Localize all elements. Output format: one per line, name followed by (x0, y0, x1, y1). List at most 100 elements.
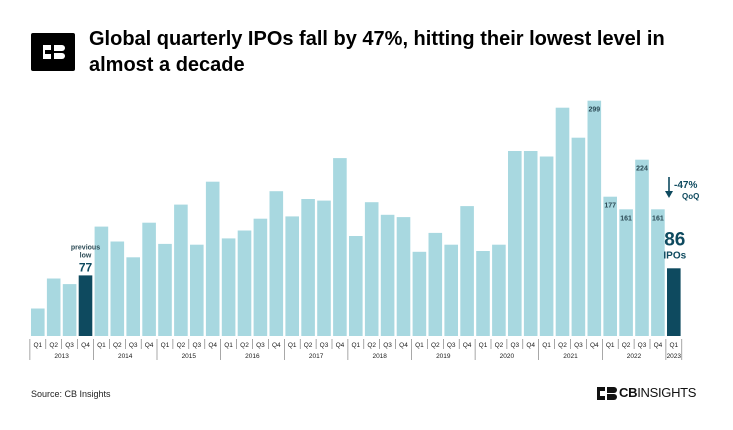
data-label-35: 299 (588, 107, 600, 114)
tick-label-quarter-37: Q2 (622, 342, 631, 349)
tick-label-quarter-20: Q1 (351, 342, 360, 349)
tick-label-year-2018: 2018 (372, 353, 387, 360)
bar-q4-15 (269, 191, 284, 336)
tick-label-quarter-19: Q4 (336, 342, 345, 349)
bar-q2-1 (46, 278, 61, 336)
tick-label-quarter-21: Q2 (367, 342, 376, 349)
annotation-change-basis: QoQ (682, 192, 699, 201)
bar-q1-24 (412, 251, 427, 336)
bar-q4-19 (333, 158, 347, 336)
tick-label-quarter-34: Q3 (574, 342, 583, 349)
tick-label-quarter-5: Q2 (113, 342, 122, 349)
bar-q4-3 (78, 275, 93, 336)
bar-q2-33 (555, 107, 570, 336)
bar-q4-7 (142, 222, 156, 336)
tick-label-quarter-8: Q1 (161, 342, 170, 349)
bar-q2-17 (301, 199, 315, 336)
bars-group (31, 100, 681, 336)
tick-label-quarter-26: Q3 (447, 342, 456, 349)
tick-label-quarter-22: Q3 (383, 342, 392, 349)
bar-q3-30 (508, 151, 522, 336)
cb-insights-logo-icon (31, 33, 75, 71)
tick-label-quarter-12: Q1 (224, 342, 233, 349)
source-note: Source: CB Insights (31, 389, 111, 399)
tick-label-quarter-7: Q4 (145, 342, 154, 349)
bar-q1-0 (31, 308, 45, 336)
tick-label-quarter-1: Q2 (49, 342, 58, 349)
bar-q2-13 (237, 230, 252, 336)
bar-q1-8 (158, 243, 172, 336)
tick-label-quarter-40: Q1 (669, 342, 678, 349)
annotation-current-value: 86 (664, 229, 685, 250)
bar-q3-18 (317, 200, 331, 336)
tick-label-quarter-16: Q1 (288, 342, 297, 349)
bar-q3-26 (444, 244, 458, 336)
tick-label-quarter-23: Q4 (399, 342, 408, 349)
tick-label-quarter-39: Q4 (654, 342, 663, 349)
bar-q2-5 (110, 241, 125, 336)
tick-label-year-2014: 2014 (118, 353, 133, 360)
tick-label-year-2013: 2013 (54, 353, 69, 360)
tick-label-quarter-3: Q4 (81, 342, 90, 349)
bar-q4-11 (205, 181, 220, 336)
bar-q3-14 (253, 218, 268, 336)
bar-q3-34 (571, 137, 586, 336)
tick-label-quarter-6: Q3 (129, 342, 138, 349)
tick-label-quarter-36: Q1 (606, 342, 615, 349)
tick-label-quarter-14: Q3 (256, 342, 265, 349)
bar-q4-35 (587, 100, 602, 336)
tick-label-year-2016: 2016 (245, 353, 260, 360)
annotation-change-pct: -47% (674, 180, 697, 191)
brand-wordmark: CBINSIGHTS (619, 385, 697, 400)
bar-q2-25 (428, 232, 443, 336)
bar-q2-21 (364, 202, 379, 336)
tick-label-quarter-13: Q2 (240, 342, 249, 349)
tick-label-quarter-9: Q2 (177, 342, 186, 349)
bar-q3-2 (62, 284, 77, 336)
bar-q1-36 (603, 196, 617, 336)
annotation-previous-low-value: 77 (79, 260, 93, 274)
bar-q1-12 (221, 238, 236, 336)
data-label-38: 224 (636, 166, 648, 173)
cb-insights-mark-icon (597, 386, 617, 400)
bar-q4-27 (460, 206, 474, 336)
tick-label-year-2023: 2023 (667, 353, 682, 360)
bar-q1-28 (476, 251, 490, 336)
tick-label-quarter-2: Q3 (65, 342, 74, 349)
tick-label-quarter-28: Q1 (479, 342, 488, 349)
tick-label-year-2020: 2020 (500, 353, 515, 360)
data-labels-group: 299 177 161 224 161 (588, 107, 663, 223)
annotation-current-unit: IPOs (663, 250, 686, 261)
bar-q3-10 (190, 244, 204, 336)
tick-label-quarter-31: Q4 (526, 342, 535, 349)
bar-q2-29 (492, 244, 506, 336)
tick-label-quarter-33: Q2 (558, 342, 567, 349)
x-axis-group: Q1 Q2 Q3 Q4 Q1 Q2 Q3 Q4 Q1 Q2 Q3 Q4 Q1 Q2 Q3 Q4 Q1 Q2 Q3 Q4… (29, 339, 683, 360)
bar-q4-39 (651, 209, 665, 336)
data-label-39: 161 (652, 215, 664, 222)
tick-label-year-2015: 2015 (182, 353, 197, 360)
bar-q4-23 (396, 217, 411, 336)
cb-insights-brand: CBINSIGHTS (597, 385, 696, 401)
data-label-36: 177 (604, 203, 616, 210)
bar-q1-4 (94, 226, 109, 336)
tick-label-quarter-17: Q2 (304, 342, 313, 349)
bar-q3-38 (635, 159, 649, 336)
bar-q1-40 (667, 268, 681, 336)
bar-q4-31 (523, 151, 538, 336)
down-arrow-head-icon (665, 191, 673, 198)
data-label-37: 161 (620, 215, 632, 222)
tick-label-quarter-4: Q1 (97, 342, 106, 349)
chart-title: Global quarterly IPOs fall by 47%, hitti… (89, 28, 665, 76)
tick-label-year-2021: 2021 (563, 353, 578, 360)
tick-label-quarter-30: Q3 (510, 342, 519, 349)
tick-label-year-2019: 2019 (436, 353, 451, 360)
tick-label-quarter-10: Q3 (192, 342, 201, 349)
tick-label-quarter-18: Q3 (320, 342, 329, 349)
tick-label-quarter-0: Q1 (33, 342, 42, 349)
tick-label-quarter-38: Q3 (638, 342, 647, 349)
bar-q1-16 (285, 216, 299, 336)
tick-label-quarter-27: Q4 (463, 342, 472, 349)
bar-q1-32 (539, 156, 554, 336)
